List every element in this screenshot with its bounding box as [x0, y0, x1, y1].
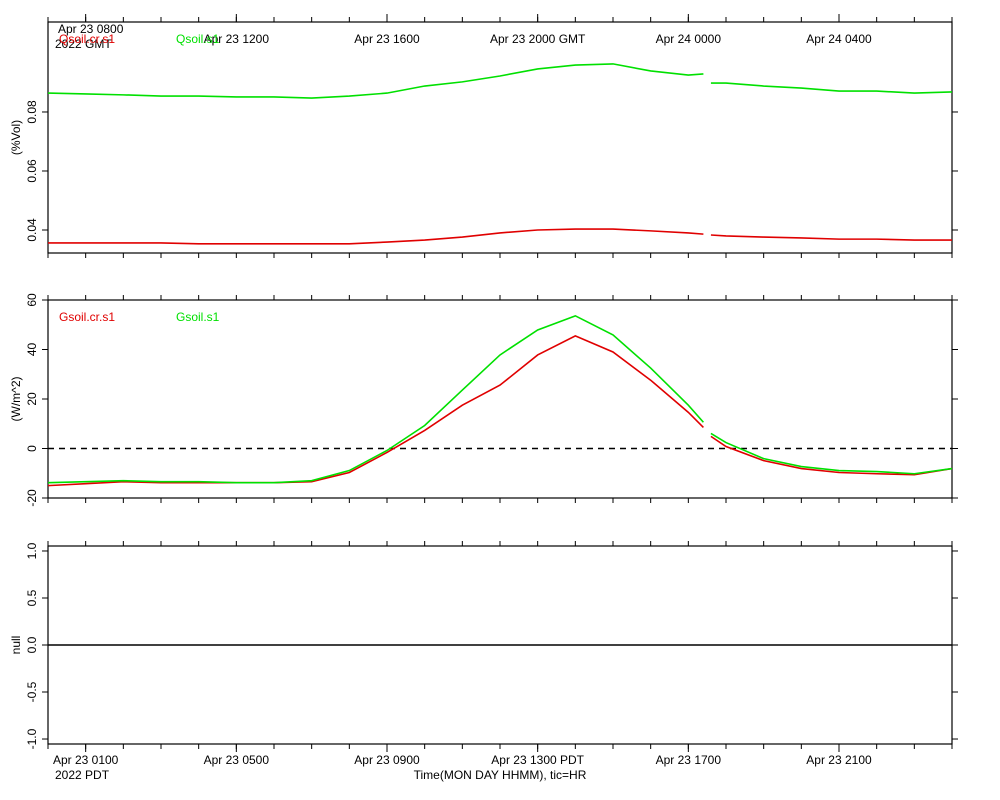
x-year-label: 2022 PDT: [55, 768, 110, 782]
y-tick-label: 40: [25, 343, 39, 357]
series-line: [47, 335, 953, 487]
y-tick-label: -20: [25, 489, 39, 507]
y-tick-label: 20: [25, 392, 39, 406]
y-tick-label: 1.0: [25, 542, 39, 559]
y-axis-label: (%Vol): [9, 120, 23, 155]
y-tick-label: 0.04: [25, 218, 39, 242]
series-line: [47, 314, 953, 484]
y-tick-label: 0.0: [25, 636, 39, 653]
x-top-tick-label: Apr 23 1200: [204, 32, 270, 46]
legend-label: Qsoil.cr.s1: [59, 32, 115, 46]
x-tick-label: Apr 23 0900: [354, 753, 420, 767]
x-tick-label: Apr 23 0500: [204, 753, 270, 767]
y-axis-label: (W/m^2): [9, 377, 23, 422]
x-tick-label: Apr 23 1300 PDT: [491, 753, 584, 767]
y-tick-label: 0.06: [25, 159, 39, 183]
x-top-tick-label: Apr 23 2000 GMT: [490, 32, 586, 46]
series-line: [48, 228, 952, 245]
y-tick-label: 60: [25, 293, 39, 307]
y-tick-label: -0.5: [25, 681, 39, 702]
y-tick-label: 0: [25, 445, 39, 452]
x-top-year-label: 2022 GMT: [55, 37, 112, 51]
x-top-tick-label: Apr 24 0000: [656, 32, 722, 46]
x-tick-label: Apr 23 0100: [53, 753, 119, 767]
x-tick-label: Apr 23 1700: [656, 753, 722, 767]
y-axis-label: null: [9, 636, 23, 655]
legend-label: Gsoil.s1: [176, 310, 220, 324]
legend-label: Gsoil.cr.s1: [59, 310, 115, 324]
x-tick-label: Apr 23 2100: [806, 753, 872, 767]
y-tick-label: -1.0: [25, 728, 39, 749]
plot-frame: [47, 21, 953, 254]
x-top-tick-label: Apr 24 0400: [806, 32, 872, 46]
series-line: [47, 63, 953, 99]
y-tick-label: 0.5: [25, 589, 39, 606]
x-axis-label: Time(MON DAY HHMM), tic=HR: [414, 768, 587, 782]
legend-label: Qsoil.s1: [176, 32, 220, 46]
x-top-tick-label: Apr 23 1600: [354, 32, 420, 46]
y-tick-label: 0.08: [25, 100, 39, 124]
x-top-tick-label: Apr 23 0800: [58, 22, 124, 36]
